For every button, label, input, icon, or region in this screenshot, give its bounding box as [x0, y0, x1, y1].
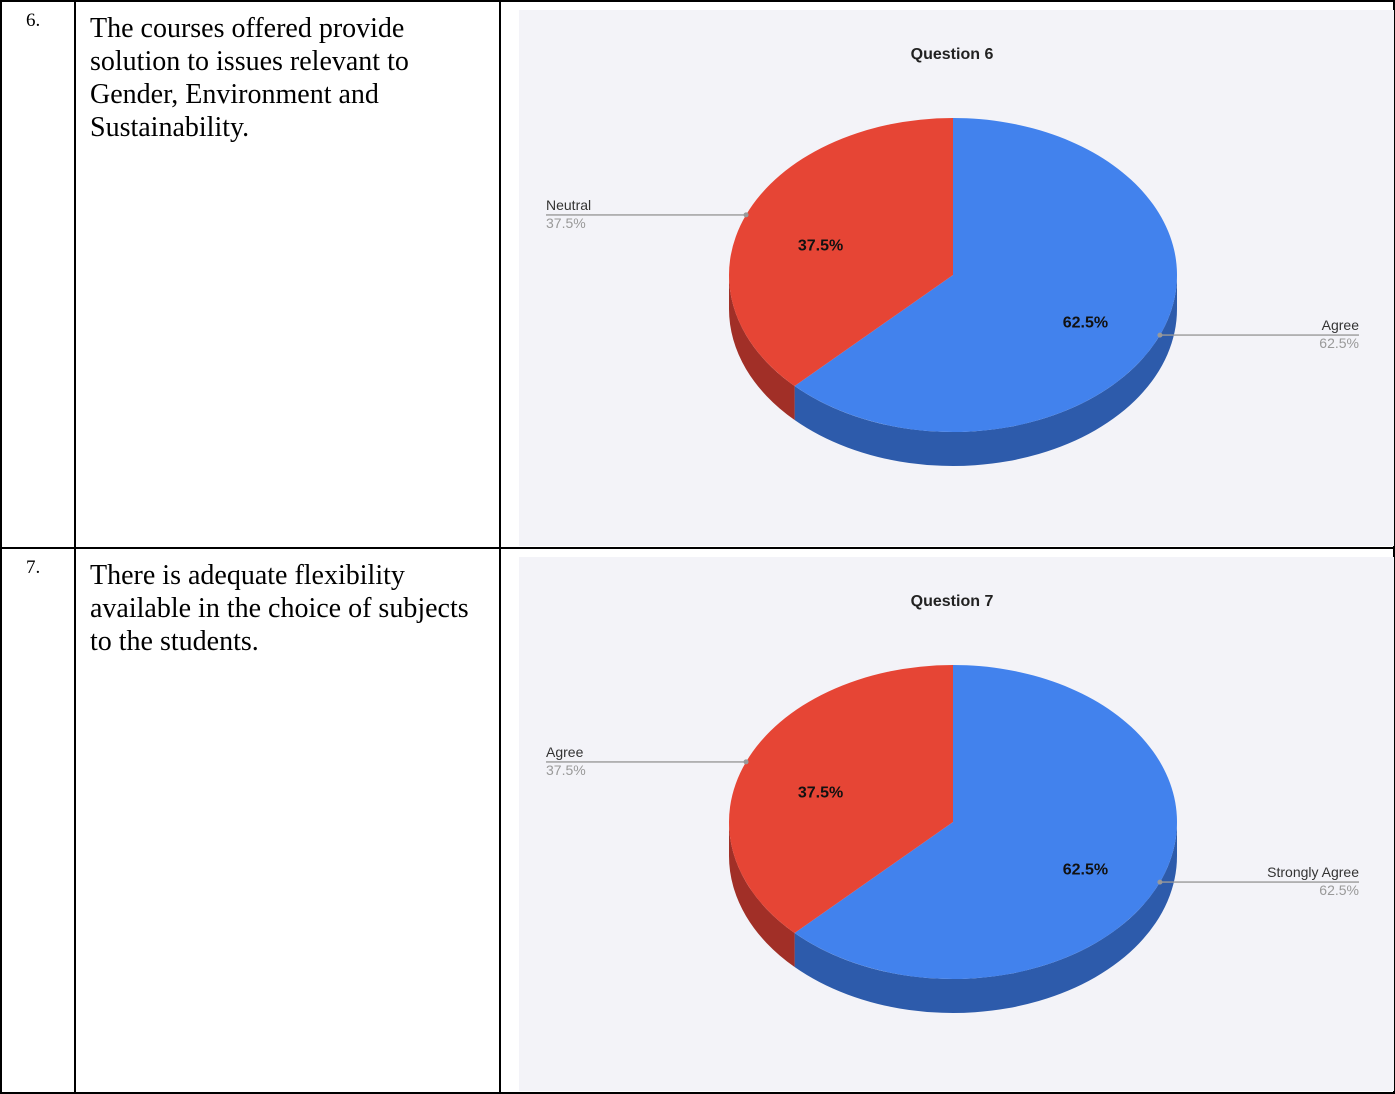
callout-dot	[1157, 332, 1163, 338]
pie-slice-side	[729, 822, 795, 968]
pie-slice	[794, 665, 1177, 979]
table-row: 7. There is adequate flexibility availab…	[0, 547, 1395, 1094]
pie-slice-side	[729, 275, 795, 421]
row-number: 6.	[26, 10, 41, 31]
pie-slice	[794, 118, 1177, 433]
chart-title: Question 6	[911, 46, 994, 63]
callout-dot	[1157, 879, 1163, 885]
row-number-cell: 6.	[0, 0, 76, 549]
slice-name-label: Neutral	[546, 197, 591, 213]
question-text: The courses offered provide solution to …	[90, 13, 409, 143]
pie-slice-side	[794, 822, 1177, 1014]
question-text: There is adequate flexibility available …	[90, 560, 469, 657]
slice-percent-caption: 62.5%	[1319, 335, 1359, 351]
chart-svg: Question 6 62.5% Agree 62.5% 37.5% Neutral 37…	[546, 46, 1360, 467]
slice-name-label: Agree	[1322, 317, 1360, 333]
pie-chart-question-7: Question 7 62.5% Strongly Agree 62.5% 37.5%…	[519, 557, 1394, 1091]
pie-slice	[729, 665, 953, 934]
chart-cell: Question 6 62.5% Agree 62.5% 37.5% Neutral 37…	[499, 0, 1395, 549]
row-number: 7.	[26, 557, 41, 578]
slice-percent-caption: 37.5%	[546, 215, 586, 231]
pie-slice	[729, 118, 953, 387]
chart-cell: Question 7 62.5% Strongly Agree 62.5% 37.5%…	[499, 547, 1395, 1094]
row-number-cell: 7.	[0, 547, 76, 1094]
question-text-cell: The courses offered provide solution to …	[74, 0, 501, 549]
pie-slice-side	[794, 275, 1177, 467]
pie-percent-label: 62.5%	[1063, 314, 1108, 331]
chart-svg: Question 7 62.5% Strongly Agree 62.5% 37.5%…	[546, 593, 1359, 1014]
slice-percent-caption: 37.5%	[546, 762, 586, 778]
slice-name-label: Agree	[546, 744, 584, 760]
slice-percent-caption: 62.5%	[1319, 882, 1359, 898]
pie-chart-question-6: Question 6 62.5% Agree 62.5% 37.5% Neutral 37…	[519, 10, 1394, 546]
question-text-cell: There is adequate flexibility available …	[74, 547, 501, 1094]
slice-name-label: Strongly Agree	[1267, 864, 1359, 880]
pie-percent-label: 37.5%	[798, 785, 843, 802]
pie-percent-label: 62.5%	[1063, 861, 1108, 878]
table-row: 6. The courses offered provide solution …	[0, 0, 1395, 549]
chart-title: Question 7	[911, 593, 994, 610]
pie-percent-label: 37.5%	[798, 238, 843, 255]
